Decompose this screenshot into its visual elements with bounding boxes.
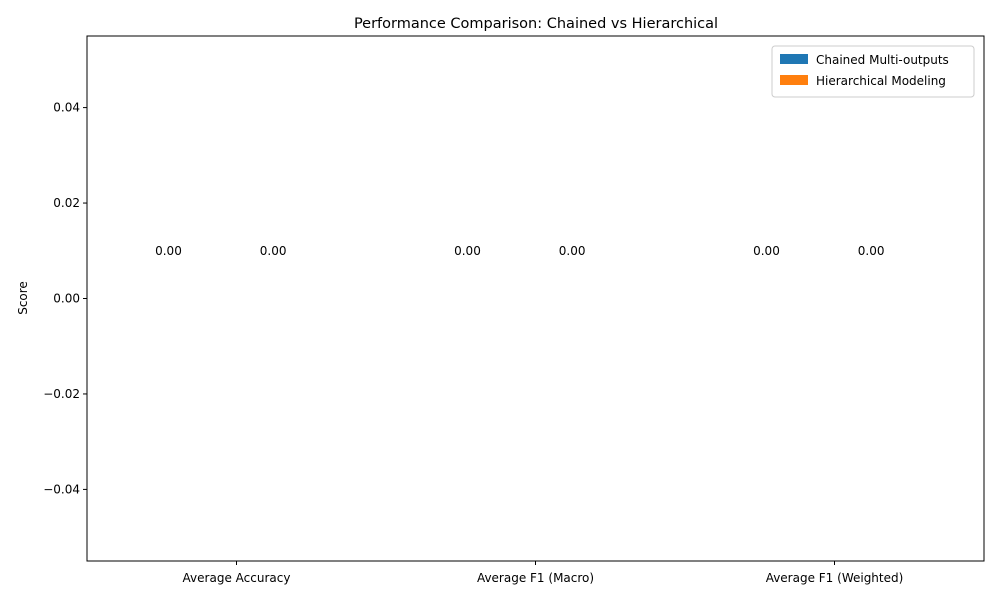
x-tick-label: Average F1 (Macro) (477, 571, 594, 585)
plot-frame (86, 35, 985, 562)
x-tick-label: Average F1 (Weighted) (766, 571, 904, 585)
y-tick-label: 0.00 (53, 292, 80, 306)
data-label: 0.00 (260, 244, 287, 258)
data-labels: 0.00 0.00 0.00 0.00 0.00 0.00 (155, 244, 884, 258)
legend-label: Chained Multi-outputs (816, 53, 949, 67)
y-tick-label: 0.02 (53, 196, 80, 210)
data-label: 0.00 (559, 244, 586, 258)
legend-swatch (780, 54, 808, 64)
data-label: 0.00 (858, 244, 885, 258)
y-tick-label: 0.04 (53, 101, 80, 115)
y-axis: −0.04 −0.02 0.00 0.02 0.04 (43, 101, 87, 496)
x-tick-label: Average Accuracy (183, 571, 291, 585)
y-axis-label: Score (16, 281, 30, 315)
legend-swatch (780, 75, 808, 85)
legend-box (771, 45, 975, 98)
data-label: 0.00 (753, 244, 780, 258)
y-tick-label: −0.04 (43, 482, 80, 496)
y-tick-label: −0.02 (43, 387, 80, 401)
data-label: 0.00 (155, 244, 182, 258)
data-label: 0.00 (454, 244, 481, 258)
legend: Chained Multi-outputs Hierarchical Modeli… (771, 45, 975, 98)
legend-label: Hierarchical Modeling (816, 74, 946, 88)
x-axis: Average Accuracy Average F1 (Macro) Averag… (183, 561, 904, 585)
chart-title: Performance Comparison: Chained vs Hiera… (354, 16, 718, 32)
